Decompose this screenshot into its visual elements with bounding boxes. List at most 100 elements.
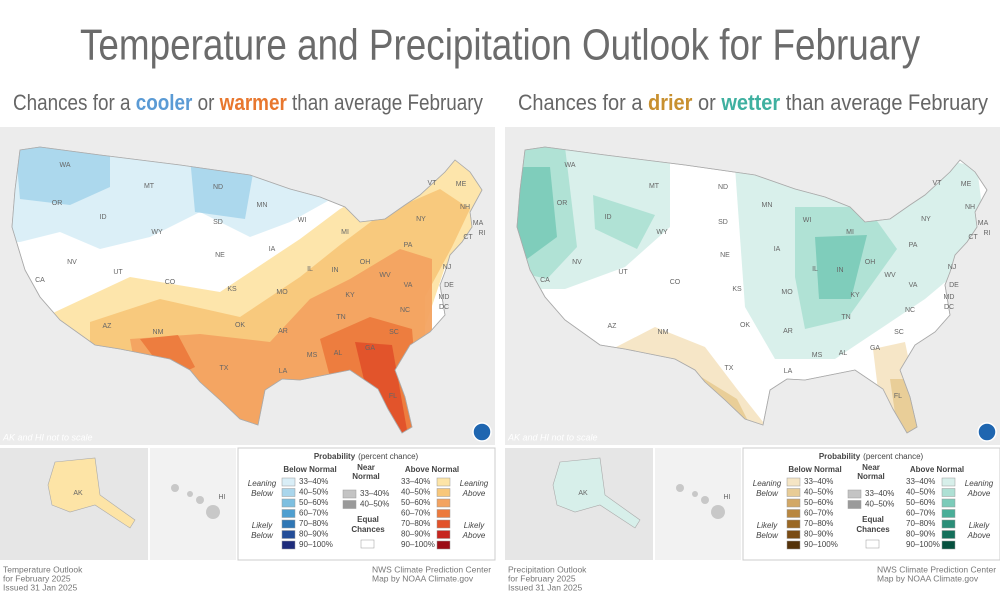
state-label: NJ (948, 264, 957, 271)
legend-swatch (360, 539, 375, 549)
subtitle-part: cooler (136, 90, 193, 115)
subtitle-part: than average February (287, 90, 483, 115)
subtitle-part: or (692, 90, 721, 115)
state-label: IN (837, 267, 844, 274)
hawaii-inset (150, 448, 236, 560)
state-label: ID (605, 214, 612, 221)
state-label: CT (968, 234, 978, 241)
legend-equal: Chances (856, 525, 890, 534)
hawaii-island (187, 491, 193, 497)
legend-side-label: Leaning (965, 479, 994, 488)
footer-text: NWS Climate Prediction Center (877, 564, 996, 574)
state-label: NH (460, 204, 470, 211)
state-label: SD (718, 219, 728, 226)
legend-side-label: Likely (969, 521, 990, 530)
legend-range: 33–40% (299, 477, 328, 486)
state-label: OK (235, 322, 245, 329)
legend-header: Above Normal (910, 465, 964, 474)
state-label: AL (334, 350, 343, 357)
legend-title-note: (percent chance) (863, 452, 923, 461)
state-label: SC (389, 329, 399, 336)
us-border (516, 146, 988, 434)
legend-swatch (281, 519, 296, 529)
legend-swatch (281, 540, 296, 550)
legend-swatch (941, 488, 956, 497)
legend-side-label: Above (967, 489, 991, 498)
state-label: NJ (443, 264, 452, 271)
legend-range: 60–70% (804, 509, 833, 518)
state-label: SD (213, 219, 223, 226)
legend-range: 40–50% (906, 488, 935, 497)
state-label: OR (52, 200, 63, 207)
state-label: AZ (608, 323, 618, 330)
state-label: KS (732, 286, 742, 293)
noaa-logo (472, 422, 492, 442)
legend-range: 33–40% (401, 477, 430, 486)
legend-side-label: Likely (252, 521, 273, 530)
legend-swatch (436, 530, 451, 539)
legend-swatch (941, 509, 956, 518)
legend-swatch (436, 519, 451, 529)
noaa-logo (977, 422, 997, 442)
state-label: WY (656, 229, 668, 236)
legend-header: Near (862, 463, 880, 472)
state-label: MN (762, 202, 773, 209)
state-label: DC (439, 304, 449, 311)
inset-label: AK (73, 490, 83, 497)
page-title: Temperature and Precipitation Outlook fo… (80, 21, 920, 70)
state-label: CO (165, 279, 176, 286)
legend-range: 80–90% (906, 530, 935, 539)
state-label: OH (865, 259, 876, 266)
state-label: NV (67, 259, 77, 266)
alaska-shape (47, 457, 136, 529)
legend-swatch (941, 498, 956, 508)
outlook-area (593, 195, 655, 249)
legend-title: Probability (percent chance) (314, 452, 419, 461)
legend-swatch (436, 509, 451, 518)
legend-side-label: Leaning (753, 479, 782, 488)
subtitle-part: wetter (720, 90, 780, 115)
legend-range: 60–70% (299, 509, 328, 518)
legend-swatch (941, 540, 956, 550)
legend-swatch (786, 488, 801, 497)
legend-side-label: Likely (757, 521, 778, 530)
state-label: PA (909, 242, 918, 249)
state-label: WA (564, 162, 575, 169)
state-label: NM (153, 329, 164, 336)
state-label: MS (812, 352, 823, 359)
legend-header: Above Normal (405, 465, 459, 474)
state-label: IL (812, 266, 818, 273)
legend-swatch (436, 498, 451, 508)
legend-equal: Chances (351, 525, 385, 534)
footer-text: Map by NOAA Climate.gov (372, 573, 474, 583)
state-label: DE (444, 282, 454, 289)
state-label: MA (473, 220, 484, 227)
legend-range: 70–80% (299, 519, 328, 528)
state-label: AL (839, 350, 848, 357)
legend-swatch (786, 540, 801, 550)
legend-range: 33–40% (360, 489, 389, 498)
legend-range: 90–100% (299, 540, 333, 549)
legend-range: 50–60% (299, 498, 328, 507)
state-label: TN (336, 314, 345, 321)
outlook-area (517, 167, 557, 259)
legend-header: Below Normal (788, 465, 841, 474)
state-label: MI (846, 229, 854, 236)
state-label: MN (257, 202, 268, 209)
state-label: UT (618, 269, 628, 276)
legend-side-label: Below (756, 489, 779, 498)
subtitle-part: Chances for a (518, 90, 648, 115)
legend-title-main: Probability (819, 452, 861, 461)
legend-range: 50–60% (401, 498, 430, 507)
legend-header: Near (357, 463, 375, 472)
legend-header: Below Normal (283, 465, 336, 474)
footer-text: Temperature Outlook (3, 564, 83, 574)
legend-side-label: Below (756, 531, 779, 540)
legend-equal: Equal (357, 515, 379, 524)
footer-text: Issued 31 Jan 2025 (3, 582, 77, 592)
state-label: KY (345, 292, 355, 299)
legend-swatch (342, 489, 357, 499)
legend-swatch (436, 477, 451, 487)
scale-note: AK and HI not to scale (507, 432, 598, 442)
